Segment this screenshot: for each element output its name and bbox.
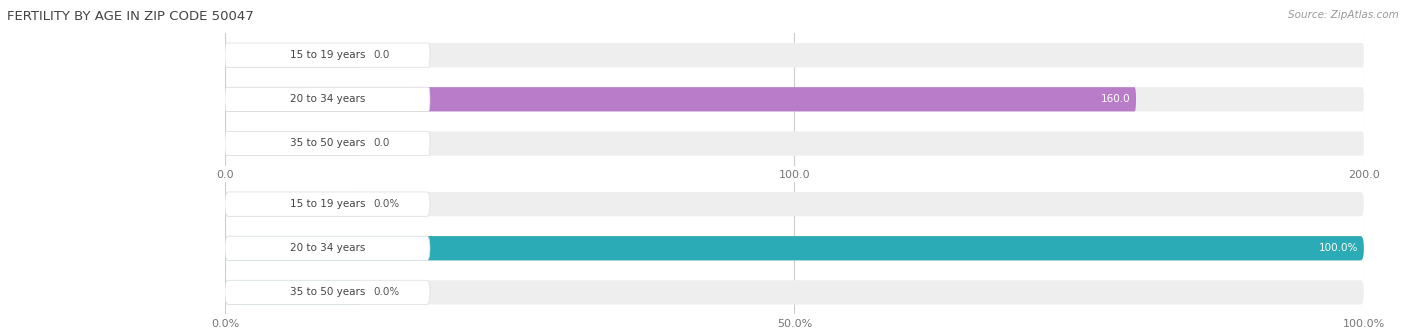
FancyBboxPatch shape: [225, 192, 1364, 216]
Text: 0.0: 0.0: [373, 138, 389, 148]
Text: 35 to 50 years: 35 to 50 years: [290, 138, 366, 148]
FancyBboxPatch shape: [225, 280, 430, 305]
FancyBboxPatch shape: [225, 236, 430, 260]
FancyBboxPatch shape: [225, 131, 430, 156]
FancyBboxPatch shape: [225, 87, 1136, 112]
Text: 20 to 34 years: 20 to 34 years: [290, 94, 366, 104]
Text: 15 to 19 years: 15 to 19 years: [290, 50, 366, 60]
Text: 0.0%: 0.0%: [373, 287, 399, 297]
FancyBboxPatch shape: [225, 236, 1364, 260]
Text: 0.0%: 0.0%: [373, 199, 399, 209]
FancyBboxPatch shape: [225, 131, 1364, 156]
FancyBboxPatch shape: [225, 192, 361, 216]
Text: Source: ZipAtlas.com: Source: ZipAtlas.com: [1288, 10, 1399, 20]
Text: 35 to 50 years: 35 to 50 years: [290, 287, 366, 297]
Text: 160.0: 160.0: [1101, 94, 1130, 104]
FancyBboxPatch shape: [225, 43, 430, 67]
Text: 100.0%: 100.0%: [1319, 243, 1358, 253]
FancyBboxPatch shape: [225, 43, 361, 67]
FancyBboxPatch shape: [225, 131, 361, 156]
Text: FERTILITY BY AGE IN ZIP CODE 50047: FERTILITY BY AGE IN ZIP CODE 50047: [7, 10, 253, 23]
FancyBboxPatch shape: [225, 236, 1364, 260]
FancyBboxPatch shape: [225, 280, 1364, 305]
FancyBboxPatch shape: [225, 192, 430, 216]
Text: 20 to 34 years: 20 to 34 years: [290, 243, 366, 253]
FancyBboxPatch shape: [225, 87, 430, 112]
Text: 15 to 19 years: 15 to 19 years: [290, 199, 366, 209]
FancyBboxPatch shape: [225, 43, 1364, 67]
FancyBboxPatch shape: [225, 280, 361, 305]
Text: 0.0: 0.0: [373, 50, 389, 60]
FancyBboxPatch shape: [225, 87, 1364, 112]
